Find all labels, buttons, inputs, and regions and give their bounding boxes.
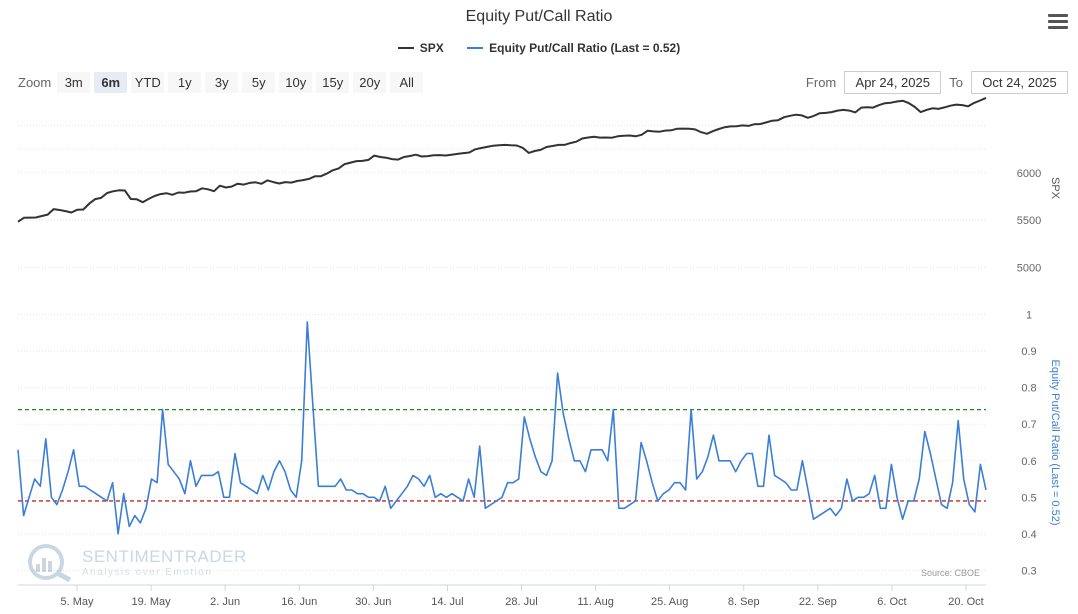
zoom-button-20y[interactable]: 20y	[353, 72, 387, 93]
y-tick-label: 0.3	[1021, 565, 1036, 577]
zoom-button-ytd[interactable]: YTD	[131, 72, 165, 93]
x-tick-label: 8. Sep	[728, 596, 760, 608]
x-tick-label: 28. Jul	[505, 596, 537, 608]
y-axis-title: Equity Put/Call Ratio (Last = 0.52)	[1049, 360, 1061, 526]
x-tick-label: 11. Aug	[577, 596, 614, 608]
y-tick-label: 6000	[1017, 168, 1041, 180]
zoom-button-15y[interactable]: 15y	[316, 72, 350, 93]
series-line-equity-put-call-ratio[interactable]	[17, 321, 987, 535]
zoom-button-5y[interactable]: 5y	[242, 72, 276, 93]
y-tick-label: 0.8	[1021, 383, 1036, 395]
to-label: To	[949, 75, 963, 90]
legend: SPX Equity Put/Call Ratio (Last = 0.52)	[0, 38, 1078, 55]
legend-swatch-spx	[397, 47, 414, 49]
source-credit: Source: CBOE	[921, 568, 981, 578]
y-tick-label: 0.5	[1021, 492, 1036, 504]
zoom-button-all[interactable]: All	[390, 72, 424, 93]
zoom-label: Zoom	[18, 75, 52, 90]
zoom-button-3y[interactable]: 3y	[205, 72, 239, 93]
legend-label-put-call: Equity Put/Call Ratio (Last = 0.52)	[489, 41, 681, 55]
x-tick-label: 30. Jun	[355, 596, 391, 608]
watermark: SENTIMENTRADER Analysis over Emotion	[24, 542, 247, 582]
y-tick-label: 5000	[1017, 263, 1041, 275]
legend-item-put-call[interactable]: Equity Put/Call Ratio (Last = 0.52)	[467, 41, 680, 55]
date-range: From Apr 24, 2025 To Oct 24, 2025	[798, 71, 1068, 94]
y-tick-label: 0.9	[1021, 346, 1036, 358]
x-tick-label: 16. Jun	[281, 596, 317, 608]
legend-item-spx[interactable]: SPX	[397, 41, 444, 55]
x-tick-label: 20. Oct	[948, 596, 983, 608]
y-tick-label: 0.6	[1021, 456, 1036, 468]
y-tick-label: 0.7	[1021, 419, 1036, 431]
watermark-sub: Analysis over Emotion	[82, 566, 213, 578]
x-tick-label: 14. Jul	[431, 596, 463, 608]
zoom-button-6m[interactable]: 6m	[94, 72, 128, 93]
y-tick-label: 1	[1026, 310, 1032, 322]
zoom-button-10y[interactable]: 10y	[279, 72, 313, 93]
menu-icon[interactable]	[1048, 14, 1068, 32]
y-tick-label: 0.4	[1021, 529, 1036, 541]
watermark-main: SENTIMENTRADER	[82, 546, 247, 566]
y-tick-label: 5500	[1017, 215, 1041, 227]
zoom-button-1y[interactable]: 1y	[168, 72, 202, 93]
zoom-button-3m[interactable]: 3m	[57, 72, 91, 93]
x-tick-label: 5. May	[60, 596, 94, 608]
x-tick-label: 2. Jun	[210, 596, 240, 608]
x-tick-label: 6. Oct	[877, 596, 906, 608]
from-label: From	[805, 75, 837, 90]
x-tick-label: 22. Sep	[799, 596, 837, 608]
series-line-spx[interactable]	[17, 96, 987, 223]
chart-title: Equity Put/Call Ratio	[465, 8, 613, 25]
legend-label-spx: SPX	[419, 41, 444, 55]
watermark-logo-icon	[28, 544, 72, 582]
x-tick-label: 25. Aug	[651, 596, 688, 608]
x-tick-label: 19. May	[132, 596, 172, 608]
y-axis-title: SPX	[1049, 177, 1061, 200]
to-date-input[interactable]: Oct 24, 2025	[971, 71, 1068, 94]
legend-swatch-put-call	[467, 47, 484, 49]
from-date-input[interactable]: Apr 24, 2025	[844, 71, 942, 94]
zoom-selector: Zoom 3m 6m YTD 1y 3y 5y 10y 15y 20y All	[18, 72, 427, 93]
